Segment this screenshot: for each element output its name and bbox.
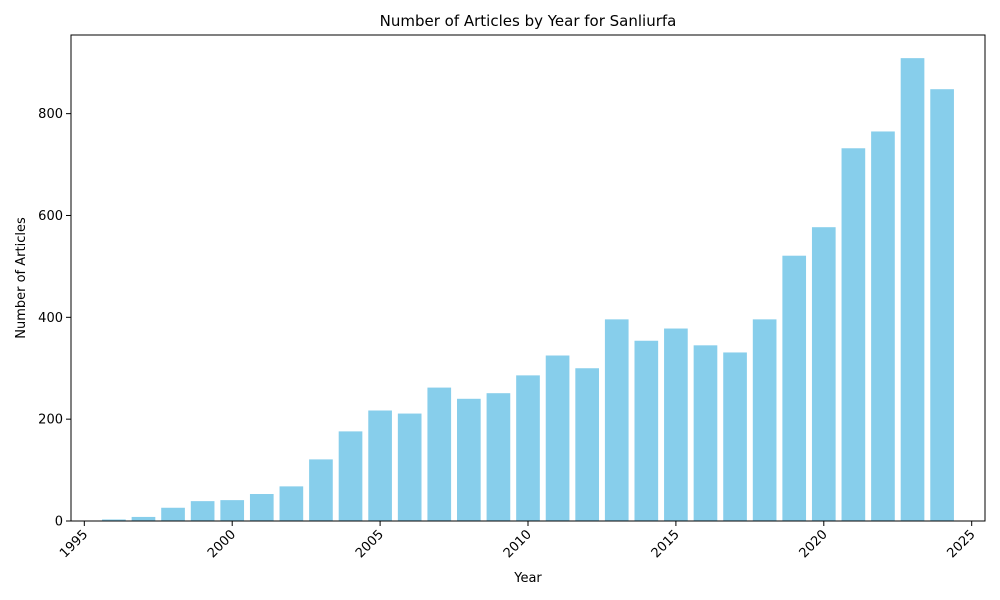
x-ticks-group: 1995 2000 2005 2010 2015 2020 2025 (57, 521, 979, 561)
y-tick-label: 800 (38, 107, 63, 122)
y-tick-label: 400 (38, 311, 63, 326)
bar-2021 (841, 148, 866, 522)
plot-frame (70, 34, 986, 522)
bar-2001 (249, 494, 274, 521)
bar-2017 (723, 352, 747, 521)
bar-2024 (930, 89, 954, 521)
x-tick-label: 2005 (353, 527, 387, 561)
bar-1996 (102, 519, 126, 521)
bar-2016 (693, 345, 718, 521)
bars-group (102, 58, 954, 522)
bar-1997 (131, 516, 156, 521)
x-tick-label: 2000 (205, 527, 239, 561)
bar-2007 (427, 387, 452, 521)
x-tick-label: 2025 (945, 527, 979, 561)
bar-2000 (220, 500, 245, 521)
bar-2006 (397, 413, 422, 521)
bar-1999 (190, 501, 215, 521)
bar-2009 (486, 393, 511, 521)
y-axis-label: Number of Articles (14, 217, 29, 339)
bar-2020 (811, 227, 836, 521)
bar-2011 (545, 355, 570, 521)
bar-2023 (900, 58, 925, 522)
x-tick-label: 2010 (501, 527, 535, 561)
bar-2019 (782, 255, 807, 522)
bar-2018 (752, 319, 777, 521)
bar-2008 (457, 398, 481, 521)
x-axis-label: Year (513, 571, 542, 586)
x-tick-label: 1995 (57, 527, 91, 561)
y-ticks-group: 0 200 400 600 800 (38, 107, 71, 530)
y-tick-label: 600 (38, 209, 63, 224)
bar-2010 (516, 375, 540, 521)
bar-2015 (664, 328, 688, 521)
bar-2004 (338, 431, 363, 521)
chart-title: Number of Articles by Year for Sanliurfa (380, 12, 677, 30)
bar-2005 (368, 410, 392, 521)
x-tick-label: 2020 (797, 527, 831, 561)
y-tick-label: 200 (38, 413, 63, 428)
bar-2013 (604, 319, 629, 521)
bar-2012 (575, 368, 599, 521)
bar-2003 (309, 459, 333, 521)
y-tick-label: 0 (55, 515, 63, 530)
bar-1998 (161, 507, 185, 521)
bar-2014 (634, 340, 659, 521)
x-tick-label: 2015 (649, 527, 683, 561)
bar-2002 (279, 486, 304, 521)
bar-2022 (871, 131, 895, 521)
